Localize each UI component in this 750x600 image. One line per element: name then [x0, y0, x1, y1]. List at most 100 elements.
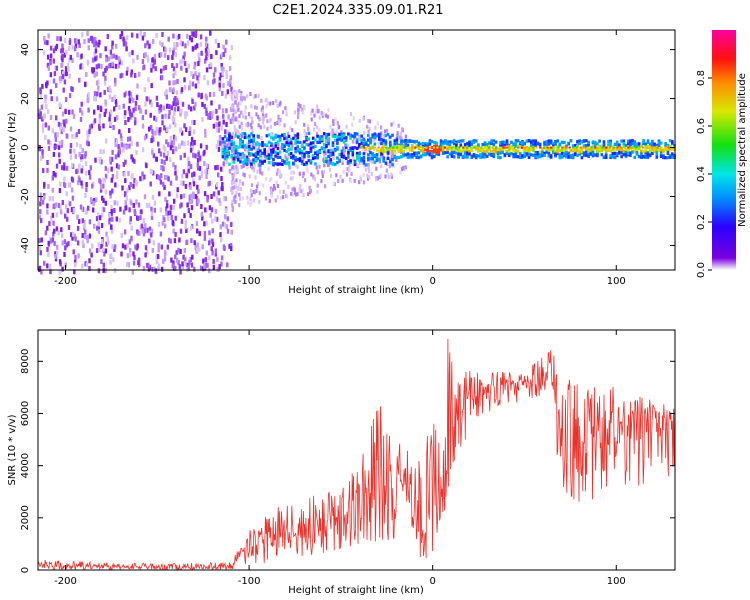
- spectrogram-noise-cell: [206, 197, 209, 203]
- spectrogram-noise-cell: [85, 187, 88, 193]
- spectrogram-scatter-cell: [269, 124, 272, 129]
- spectrogram-noise-cell: [191, 119, 194, 125]
- spectrogram-noise-cell: [100, 239, 104, 244]
- spectrogram-band-cell: [340, 152, 344, 156]
- spectrogram-scatter-cell: [250, 125, 253, 130]
- spectrogram-scatter-cell: [396, 131, 399, 136]
- spectrogram-noise-cell: [190, 71, 193, 77]
- spectrogram-scatter-cell: [233, 98, 236, 103]
- spectrogram-noise-cell: [124, 200, 127, 206]
- spectrogram-noise-cell: [201, 101, 204, 107]
- spectrogram-scatter-cell: [293, 188, 296, 192]
- spectrogram-noise-cell: [176, 187, 179, 193]
- spectrogram-noise-cell: [116, 115, 119, 121]
- spectrogram-noise-cell: [200, 204, 203, 209]
- spectrogram-scatter-cell: [240, 93, 243, 98]
- spectrogram-noise-cell: [58, 152, 61, 158]
- spectrogram-noise-cell: [47, 240, 50, 246]
- spectrogram-noise-cell: [154, 130, 157, 136]
- spectrogram-band-cell: [626, 148, 630, 153]
- spectrogram-band-cell: [439, 139, 443, 143]
- spectrogram-noise-cell: [180, 87, 184, 93]
- spectrogram-noise-cell: [105, 54, 108, 60]
- spectrogram-noise-cell: [172, 228, 175, 234]
- spectrogram-scatter-cell: [316, 131, 319, 136]
- spectrogram-scatter-cell: [337, 179, 340, 183]
- spectrogram-noise-cell: [194, 44, 197, 50]
- spectrogram-noise-cell: [160, 158, 164, 164]
- spectrogram-noise-cell: [127, 262, 130, 268]
- spectrogram-band-cell: [426, 146, 429, 150]
- spectrogram-band-cell: [481, 152, 485, 156]
- spectrogram-band-cell: [318, 135, 322, 139]
- spectrogram-band-cell: [270, 136, 273, 140]
- spectrogram-band-cell: [232, 157, 236, 161]
- spectrogram-scatter-cell: [243, 96, 246, 101]
- spectrogram-band-cell: [607, 139, 610, 144]
- spectrogram-scatter-cell: [285, 112, 288, 117]
- spectrogram-noise-cell: [43, 113, 46, 119]
- spectrogram-noise-cell: [117, 56, 120, 62]
- spectrogram-noise-cell: [168, 124, 172, 130]
- spectrogram-noise-cell: [87, 141, 90, 147]
- spectrogram-band-cell: [406, 143, 410, 147]
- spectrogram-noise-cell: [193, 140, 196, 145]
- spectrogram-noise-cell: [184, 114, 187, 120]
- spectrogram-band-cell: [362, 161, 366, 165]
- spectrogram-scatter-cell: [303, 133, 306, 137]
- spectrogram-noise-cell: [99, 53, 102, 59]
- spectrogram-scatter-cell: [385, 157, 388, 162]
- spectrogram-noise-cell: [97, 225, 100, 231]
- spectrogram-band-cell: [397, 147, 401, 151]
- spectrogram-scatter-cell: [313, 176, 316, 181]
- spectrogram-noise-cell: [51, 128, 54, 134]
- spectrogram-line-cell: [627, 146, 630, 149]
- spectrogram-noise-cell: [66, 208, 69, 214]
- spectrogram-band-cell: [477, 143, 480, 147]
- spectrogram-scatter-cell: [235, 165, 238, 169]
- spectrogram-noise-cell: [104, 189, 107, 195]
- spectrogram-scatter-cell: [249, 197, 252, 201]
- spectrogram-noise-cell: [208, 240, 211, 246]
- spectrogram-noise-cell: [220, 166, 223, 172]
- spectrogram-noise-cell: [82, 222, 86, 228]
- spectrogram-noise-cell: [175, 146, 178, 152]
- spectrogram-noise-cell: [108, 116, 111, 122]
- spectrogram-scatter-cell: [242, 114, 245, 119]
- spectrogram-noise-cell: [39, 196, 43, 201]
- spectrogram-line-cell: [642, 146, 645, 149]
- spectrogram-noise-cell: [95, 248, 99, 254]
- spectrogram-noise-cell: [65, 165, 69, 171]
- spectrogram-band-cell: [538, 142, 542, 146]
- spectrogram-noise-cell: [107, 56, 111, 62]
- spectrogram-band-cell: [373, 160, 377, 164]
- spectrogram-noise-cell: [104, 268, 107, 274]
- spectrogram-line-cell: [649, 146, 652, 149]
- spectrogram-band-cell: [552, 146, 555, 150]
- spectrogram-band-cell: [274, 135, 277, 139]
- spectrogram-scatter-cell: [283, 123, 286, 128]
- spectrogram-noise-cell: [196, 75, 199, 81]
- spectrogram-y-tick-label: -20: [20, 188, 31, 204]
- spectrogram-noise-cell: [218, 134, 222, 140]
- spectrogram-band-cell: [433, 154, 436, 159]
- spectrogram-noise-cell: [53, 240, 56, 246]
- spectrogram-scatter-cell: [370, 171, 373, 176]
- spectrogram-band-cell: [424, 151, 427, 156]
- spectrogram-band-cell: [463, 154, 467, 158]
- spectrogram-scatter-cell: [258, 191, 261, 196]
- spectrogram-band-cell: [267, 133, 271, 137]
- spectrogram-band-cell: [653, 144, 656, 148]
- spectrogram-band-cell: [582, 144, 586, 148]
- spectrogram-scatter-cell: [307, 127, 310, 132]
- spectrogram-noise-cell: [150, 232, 153, 238]
- spectrogram-noise-cell: [122, 143, 126, 149]
- spectrogram-band-cell: [250, 152, 253, 156]
- spectrogram-noise-cell: [189, 212, 192, 218]
- spectrogram-scatter-cell: [246, 123, 249, 128]
- spectrogram-scatter-cell: [324, 151, 327, 156]
- spectrogram-noise-cell: [210, 246, 213, 252]
- spectrogram-band-cell: [245, 158, 249, 162]
- spectrogram-band-cell: [554, 139, 557, 144]
- spectrogram-band-cell: [635, 144, 639, 148]
